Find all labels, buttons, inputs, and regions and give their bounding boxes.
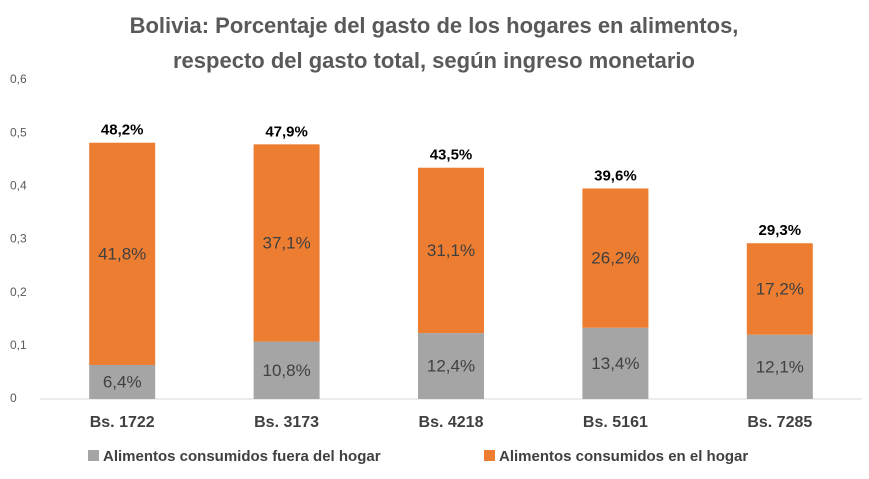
bar-segment	[418, 333, 484, 399]
x-tick-label: Bs. 5161	[583, 414, 648, 431]
data-label: 17,2%	[756, 279, 804, 298]
data-label: 26,2%	[591, 249, 639, 268]
y-tick-label: 0,3	[10, 232, 27, 246]
x-tick-label: Bs. 7285	[747, 414, 812, 431]
x-tick-label: Bs. 1722	[90, 414, 155, 431]
data-label: 31,1%	[427, 241, 475, 260]
y-tick-label: 0,1	[10, 338, 27, 352]
bar-segment	[418, 167, 484, 334]
y-tick-label: 0,5	[10, 125, 27, 139]
y-tick-label: 0,4	[10, 179, 27, 193]
data-label: 13,4%	[591, 354, 639, 373]
y-tick-label: 0,2	[10, 285, 27, 299]
data-label: 41,8%	[98, 244, 146, 263]
legend-swatch	[88, 450, 99, 461]
total-label: 48,2%	[101, 122, 144, 139]
bar-segment	[253, 341, 320, 399]
legend-swatch	[484, 450, 495, 461]
bar-segment	[89, 142, 156, 365]
x-tick-label: Bs. 4218	[419, 414, 484, 431]
data-label: 10,8%	[262, 361, 310, 380]
bar-segment	[253, 144, 320, 342]
bar-segment	[89, 364, 156, 399]
data-label: 37,1%	[262, 233, 310, 252]
chart-title: respecto del gasto total, según ingreso …	[173, 48, 695, 73]
total-label: 47,9%	[265, 123, 308, 140]
data-label: 6,4%	[103, 372, 142, 391]
bar-segment	[746, 334, 813, 399]
bar-segment	[582, 188, 649, 328]
y-tick-label: 0,6	[10, 72, 27, 86]
y-tick-label: 0	[10, 391, 17, 405]
total-label: 43,5%	[430, 147, 473, 164]
bar-segment	[746, 243, 813, 335]
data-label: 12,4%	[427, 357, 475, 376]
total-label: 29,3%	[759, 222, 802, 239]
legend-label: Alimentos consumidos fuera del hogar	[103, 448, 381, 465]
legend-label: Alimentos consumidos en el hogar	[499, 448, 748, 465]
chart-title: Bolivia: Porcentaje del gasto de los hog…	[130, 13, 739, 38]
total-label: 39,6%	[594, 167, 637, 184]
bar-segment	[582, 327, 649, 399]
data-label: 12,1%	[756, 357, 804, 376]
x-tick-label: Bs. 3173	[254, 414, 319, 431]
